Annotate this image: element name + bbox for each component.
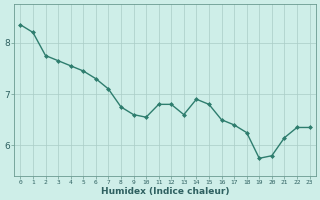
- X-axis label: Humidex (Indice chaleur): Humidex (Indice chaleur): [101, 187, 229, 196]
